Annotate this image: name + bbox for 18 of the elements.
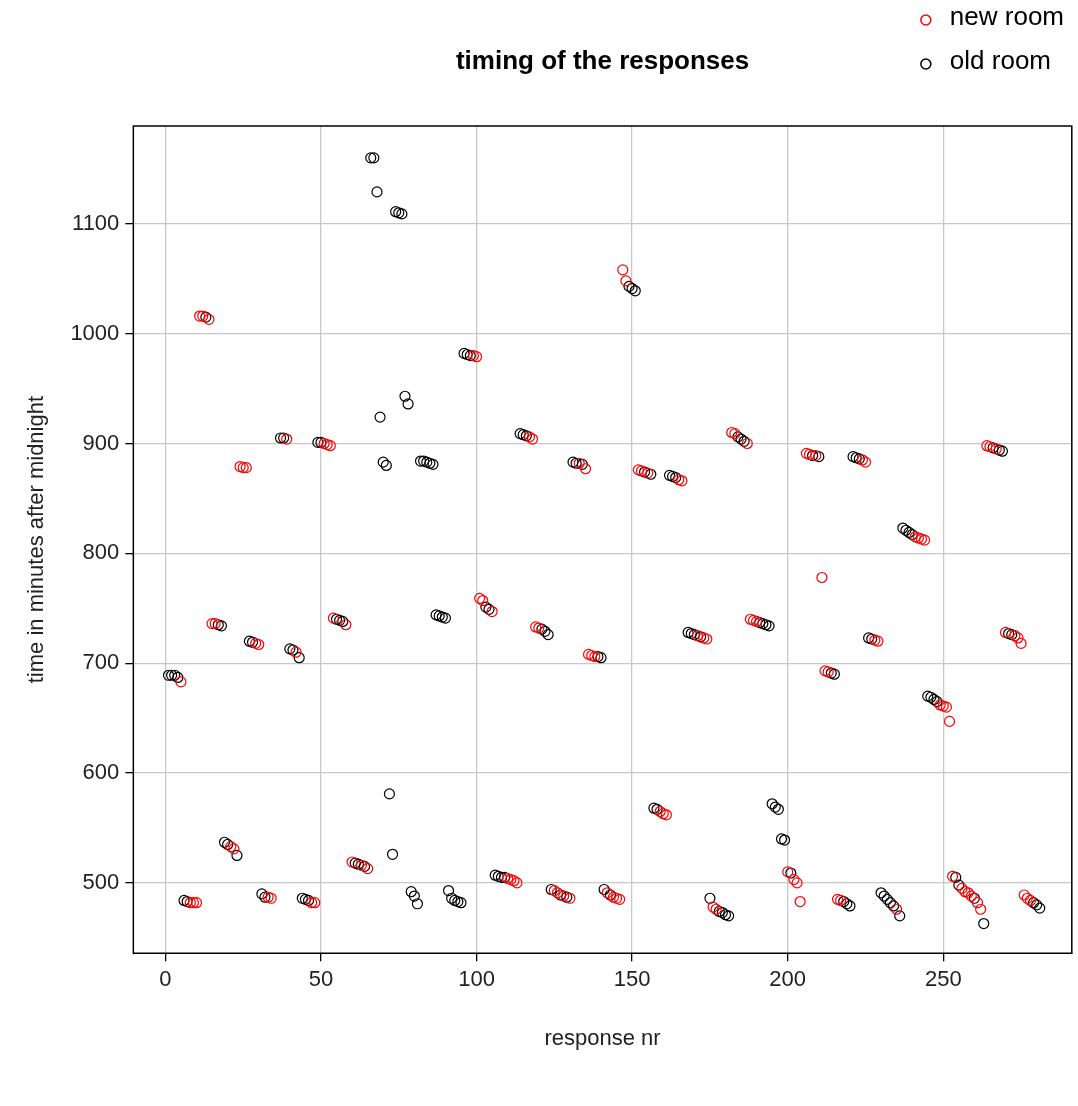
y-tick-label: 500 [82, 868, 120, 894]
y-tick-label: 1100 [72, 209, 120, 235]
y-tick-label: 1000 [70, 319, 120, 345]
x-tick-label: 50 [308, 966, 334, 992]
y-tick-label: 700 [82, 649, 120, 675]
legend-label: old room [949, 45, 1051, 76]
x-tick-label: 0 [159, 966, 172, 992]
y-tick-label: 900 [82, 429, 120, 455]
x-tick-label: 200 [769, 966, 807, 992]
y-axis-title: time in minutes after midnight [23, 395, 49, 684]
x-axis-title: response nr [544, 1024, 661, 1050]
chart-title: timing of the responses [455, 45, 750, 76]
y-tick-label: 800 [82, 539, 120, 565]
x-tick-label: 100 [458, 966, 495, 992]
x-tick-label: 150 [613, 966, 651, 992]
x-tick-label: 250 [924, 966, 962, 992]
y-tick-label: 600 [82, 759, 120, 785]
legend-label: new room [949, 1, 1064, 32]
